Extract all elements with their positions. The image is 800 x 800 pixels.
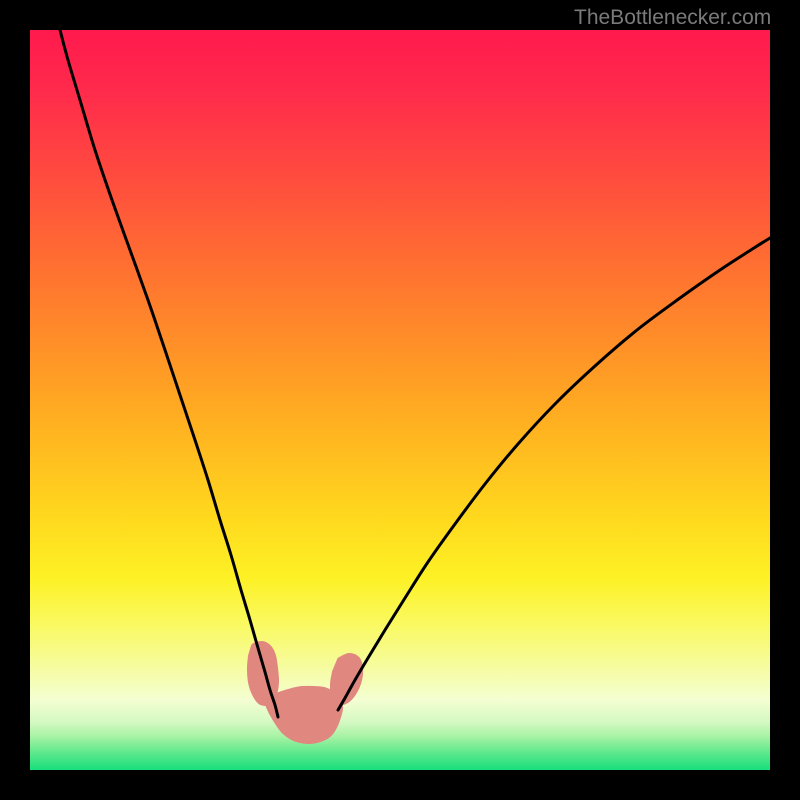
left-curve [60, 30, 278, 717]
chart-svg [30, 30, 770, 770]
plot-area [30, 30, 770, 770]
watermark-text: TheBottlenecker.com [574, 6, 771, 30]
right-curve [338, 238, 770, 710]
